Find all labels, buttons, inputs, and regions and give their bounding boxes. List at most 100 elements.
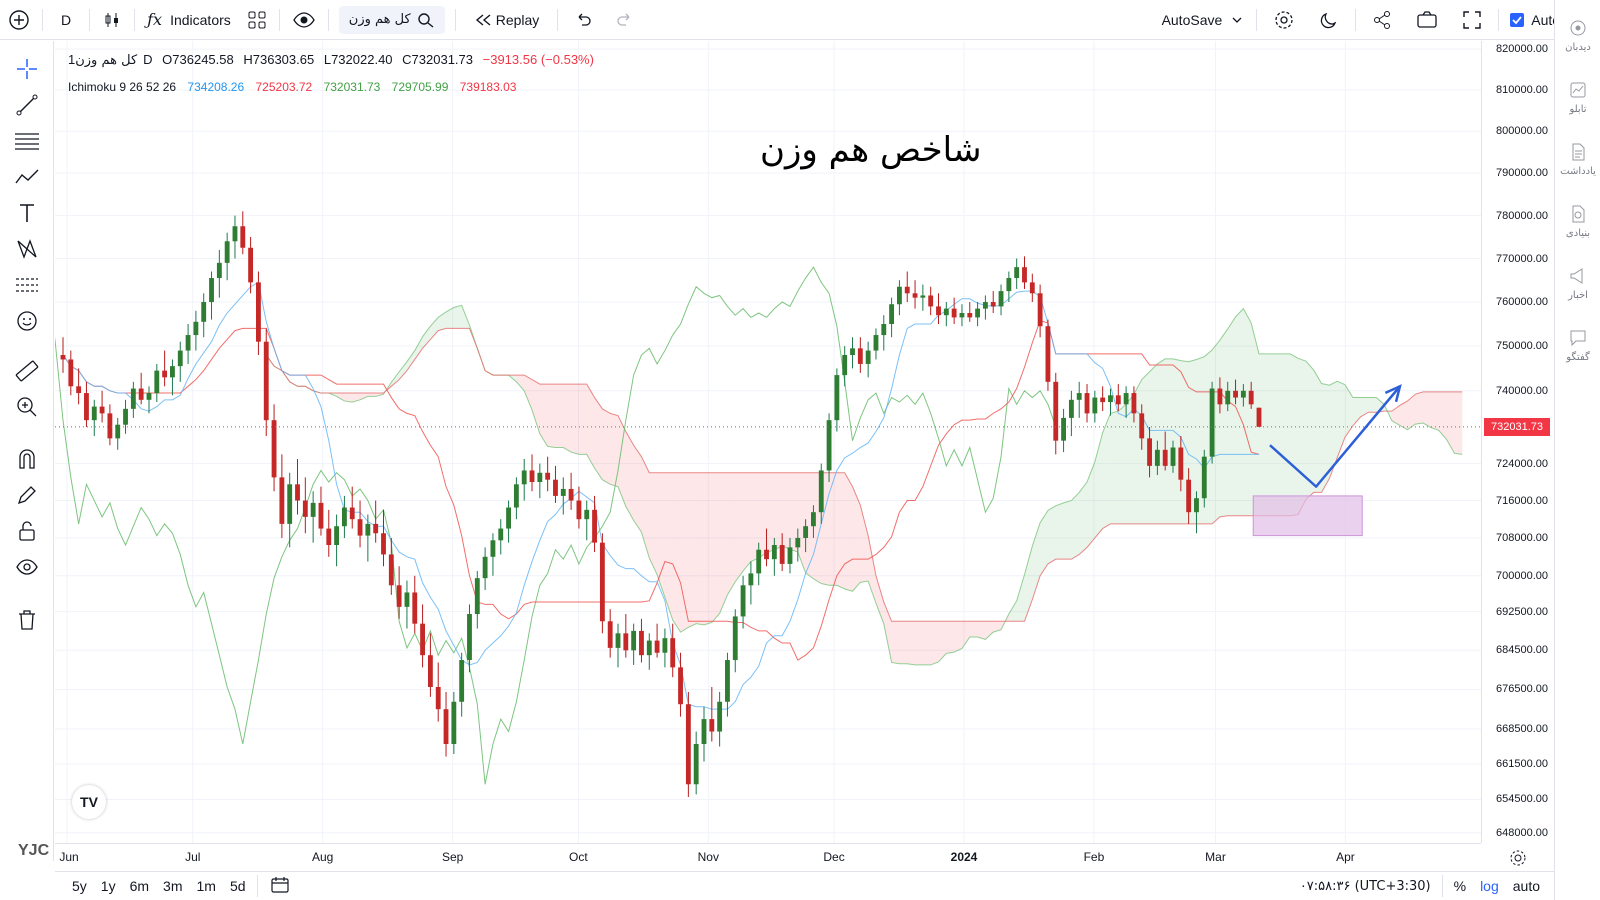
ichimoku-legend[interactable]: Ichimoku 9 26 52 26 734208.26 725203.72 … [68,80,524,94]
time-axis[interactable]: Jun Jul Aug Sep Oct Nov Dec 2024 Feb Mar Apr [55,843,1526,871]
kumo-cloud-segment [1399,400,1408,430]
kumo-cloud-segment [1368,397,1377,413]
magnet-tool[interactable] [13,445,41,473]
kumo-cloud-segment [969,621,978,637]
undo-button[interactable] [562,0,604,40]
candle-body [381,533,386,555]
hide-tool[interactable] [13,553,41,581]
replay-button[interactable]: Replay [460,0,554,40]
candle-body [1225,390,1231,405]
kumo-cloud-segment [1305,361,1314,500]
legend-low: L732022.40 [323,52,393,67]
kumo-cloud-segment [664,472,673,621]
kumo-cloud-segment [336,393,345,401]
remove-tool[interactable] [13,606,41,634]
candle-body [1123,393,1129,405]
kumo-cloud-segment [907,621,916,665]
candle-body [1084,393,1090,414]
pattern-tool[interactable] [13,163,41,191]
board-icon [1570,82,1586,98]
timezone-clock[interactable]: ۰۷:۵۸:۳۶ (UTC+3:30) [1299,878,1431,894]
lock-tool[interactable] [13,517,41,545]
candle-body [482,556,488,579]
legend-close: C732031.73 [402,52,473,67]
price-chart[interactable] [55,41,1481,843]
fib-tool[interactable] [13,127,41,155]
candle-body [771,545,777,560]
symbol-search-button[interactable]: کل هم وزن [338,5,445,34]
redo-button[interactable] [604,0,646,40]
candle-body [670,638,676,668]
candle-body [76,386,82,394]
kumo-cloud-segment [1157,358,1166,524]
candle-body [928,295,934,307]
kumo-cloud-segment [860,505,869,583]
drawing-mode-tool[interactable] [13,481,41,509]
indicators-button[interactable]: ƒx Indicators [139,0,239,40]
sidebar-item-eye[interactable]: دیدبان [1555,18,1600,53]
range-button-1y[interactable]: 1y [100,878,116,894]
range-button-3m[interactable]: 3m [163,878,183,894]
fundamental-icon [1572,205,1585,223]
candle-body [865,350,871,364]
crosshair-tool[interactable] [13,55,41,83]
candle-body [420,623,426,656]
candle-body [365,523,371,536]
fullscreen-button[interactable] [1450,0,1494,40]
chart-type-button[interactable] [94,0,130,40]
candle-body [154,370,160,394]
range-button-1m[interactable]: 1m [196,878,216,894]
autosave-dropdown[interactable]: AutoSave [1154,0,1253,40]
icon-tool[interactable] [13,307,41,335]
sidebar-item-chat[interactable]: گفتگو [1555,328,1600,363]
snapshot-button[interactable] [1404,0,1450,40]
sidebar-item-board[interactable]: تابلو [1555,80,1600,115]
ruler-tool[interactable] [13,357,41,385]
chart-title-annotation[interactable]: شاخص هم وزن [760,130,982,170]
kumo-cloud-segment [414,336,423,360]
xabcd-tool[interactable] [13,235,41,263]
share-button[interactable] [1360,0,1404,40]
divider [278,8,280,31]
lagging-span-line [55,266,1057,785]
range-button-5d[interactable]: 5d [229,878,246,894]
range-button-5y[interactable]: 5y [72,878,87,894]
price-tick-label: 760000.00 [1496,296,1548,309]
percent-toggle[interactable]: % [1453,878,1467,894]
goto-date-button[interactable] [262,876,298,897]
interval-button[interactable]: D [61,11,72,28]
kumo-cloud-segment [453,305,462,329]
sidebar-item-fundamental[interactable]: بنیادی [1555,204,1600,239]
bottom-toolbar: 5y 1y 6m 3m 1m 5d ۰۷:۵۸:۳۶ (UTC+3:30) % log a… [55,871,1554,900]
text-tool[interactable] [13,199,41,227]
theme-button[interactable] [1307,0,1351,40]
candle-body [826,420,832,471]
kumo-cloud-segment [1110,411,1119,524]
trend-line-tool[interactable] [13,91,41,119]
range-button-6m[interactable]: 6m [129,878,150,894]
candle-body [357,519,363,536]
kumo-cloud-segment [711,472,720,623]
ruler-icon [15,360,39,382]
candle-body [498,528,504,541]
auto-toggle[interactable]: auto [1512,878,1540,894]
prediction-tool[interactable] [13,271,41,299]
price-axis[interactable]: 820000.00 810000.00 800000.00 790000.00 7800… [1481,41,1554,843]
sidebar-item-news[interactable]: اخبار [1555,266,1600,301]
layouts-button[interactable] [239,0,275,40]
candle-body [779,545,785,564]
candle-body [709,719,715,732]
axis-settings-icon[interactable] [1509,849,1527,867]
ichimoku-spanA-value: 729705.99 [391,80,449,94]
candle-body [732,616,738,661]
sidebar-item-note[interactable]: یادداشت [1555,142,1600,177]
candle-body [920,295,926,298]
price-tick-label: 724000.00 [1496,457,1548,470]
settings-button[interactable] [1261,0,1307,40]
zoom-tool[interactable] [13,393,41,421]
log-toggle[interactable]: log [1480,878,1499,894]
tradingview-logo[interactable]: TV [72,785,106,819]
add-symbol-button[interactable] [0,0,38,40]
visibility-button[interactable] [284,0,324,40]
grid-icon [248,11,266,28]
